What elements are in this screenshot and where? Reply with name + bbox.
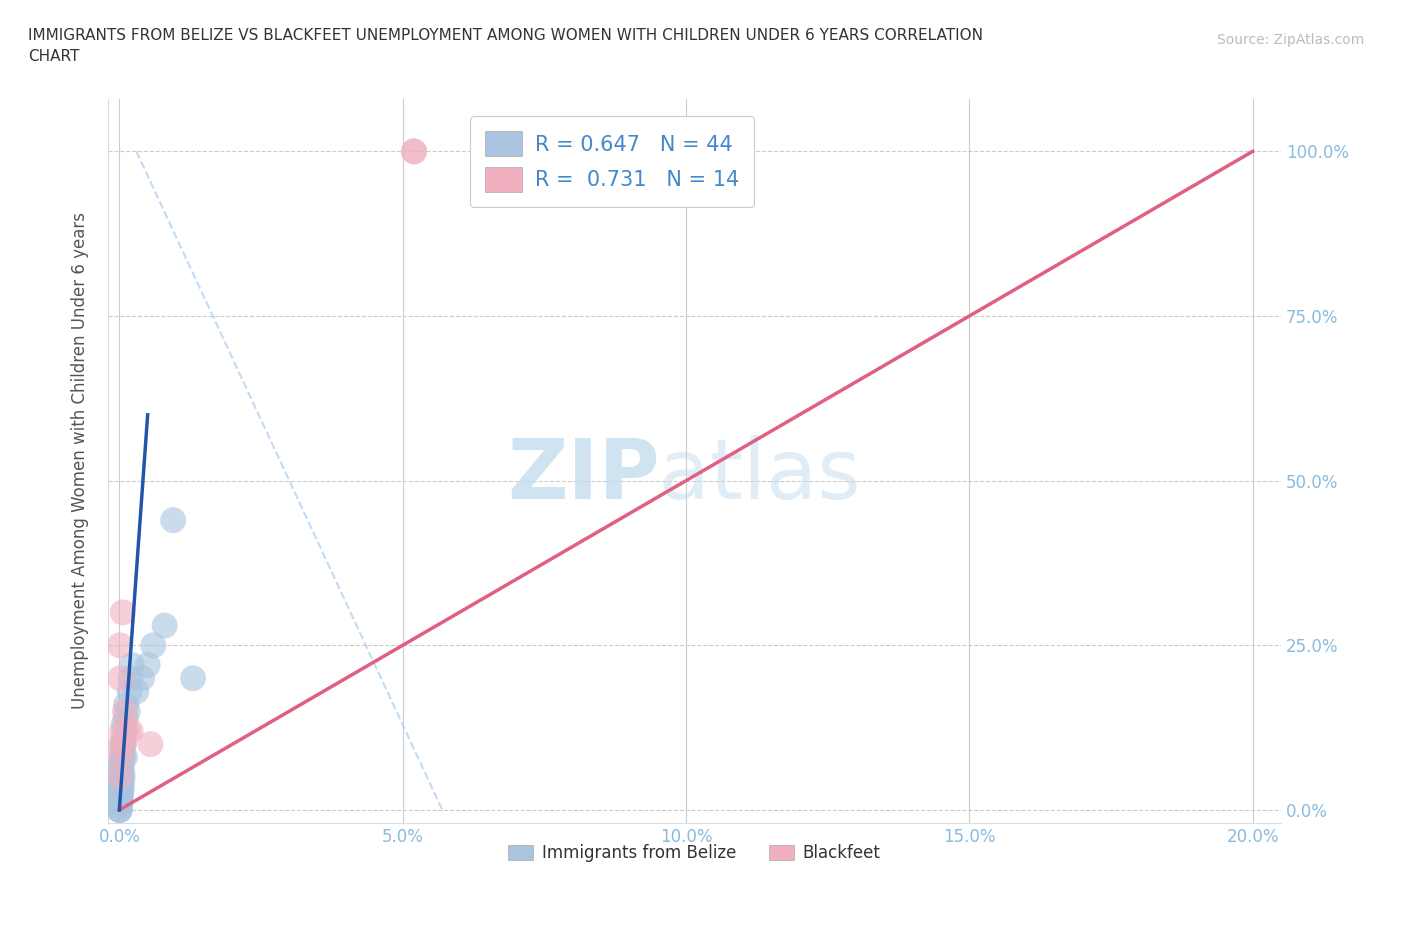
Point [108,790,131,804]
Point [110,796,132,811]
Point [110,671,132,685]
Point [112,724,135,738]
Point [108,803,131,817]
Point [108,803,131,817]
Point [121,658,143,672]
Point [110,763,132,777]
Point [111,724,134,738]
Point [118,684,141,698]
Point [110,783,132,798]
Point [110,770,132,785]
Point [181,671,204,685]
Point [112,737,135,751]
Point [111,737,134,751]
Point [115,698,138,712]
Point [110,783,132,798]
Point [110,777,132,791]
Point [110,756,132,771]
Point [117,704,139,719]
Point [114,704,136,719]
Point [162,512,184,527]
Point [114,711,136,725]
Point [110,750,132,764]
Point [110,750,132,764]
Point [110,790,132,804]
Point [111,763,134,777]
Point [402,144,425,159]
Point [114,750,136,764]
Point [125,684,148,698]
Point [402,144,425,159]
Point [111,743,134,758]
Point [131,671,153,685]
Point [111,770,134,785]
Text: atlas: atlas [659,435,860,516]
Point [112,750,135,764]
Point [110,783,132,798]
Text: Source: ZipAtlas.com: Source: ZipAtlas.com [1216,33,1364,46]
Text: ZIP: ZIP [506,435,659,516]
Point [111,604,134,619]
Point [142,638,165,653]
Point [112,717,135,732]
Point [120,671,142,685]
Y-axis label: Unemployment Among Women with Children Under 6 years: Unemployment Among Women with Children U… [72,212,89,710]
Legend: Immigrants from Belize, Blackfeet: Immigrants from Belize, Blackfeet [502,838,887,870]
Text: IMMIGRANTS FROM BELIZE VS BLACKFEET UNEMPLOYMENT AMONG WOMEN WITH CHILDREN UNDER: IMMIGRANTS FROM BELIZE VS BLACKFEET UNEM… [28,28,983,64]
Point [136,658,159,672]
Point [112,737,135,751]
Point [120,724,142,738]
Point [153,618,176,633]
Point [108,796,131,811]
Point [108,770,131,785]
Point [110,790,132,804]
Point [111,777,134,791]
Point [110,770,132,785]
Point [108,796,131,811]
Point [110,737,132,751]
Point [139,737,162,751]
Point [108,783,131,798]
Point [108,790,131,804]
Point [108,803,131,817]
Point [108,796,131,811]
Point [108,638,131,653]
Point [117,724,139,738]
